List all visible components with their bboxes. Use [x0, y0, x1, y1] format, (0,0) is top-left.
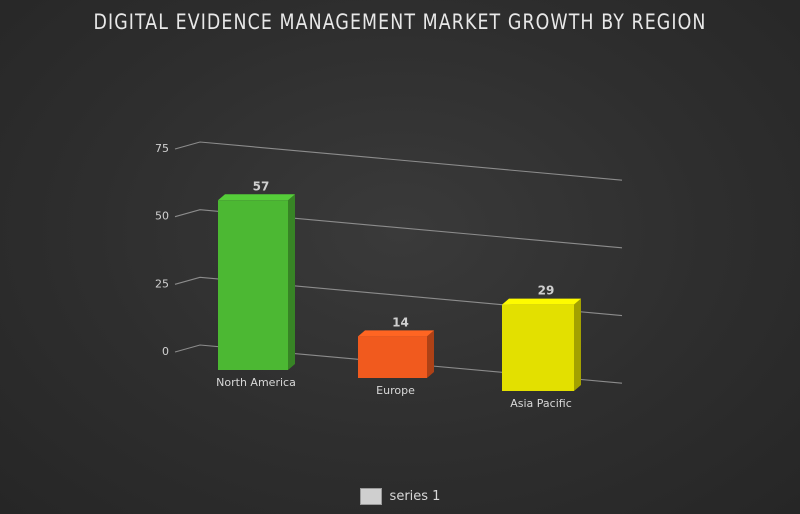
category-label: Europe	[376, 384, 415, 397]
data-label: 57	[253, 179, 270, 193]
chart-title: DIGITAL EVIDENCE MANAGEMENT MARKET GROWT…	[93, 10, 707, 34]
gridline	[174, 209, 623, 249]
bar	[218, 200, 288, 370]
gridline	[174, 344, 623, 384]
category-label: Asia Pacific	[510, 397, 572, 410]
bar	[502, 304, 574, 391]
bar-top	[218, 194, 295, 201]
bar-side	[574, 298, 581, 391]
chart-plot: 75 50 25 0 57 North America 14 Europe 29 Asia Pac…	[155, 141, 623, 410]
gridline	[174, 141, 623, 181]
bar	[358, 336, 427, 378]
bar-side	[427, 330, 434, 378]
bar-top	[358, 330, 434, 337]
legend-swatch[interactable]	[359, 488, 382, 505]
y-tick-label: 75	[155, 142, 169, 155]
data-label: 29	[538, 284, 555, 298]
y-tick-label: 0	[162, 345, 169, 358]
data-label: 14	[392, 315, 409, 329]
bar-top	[502, 298, 581, 305]
legend-label: series 1	[389, 489, 441, 504]
gridline	[174, 276, 623, 317]
category-label: North America	[216, 376, 296, 389]
y-tick-label: 25	[155, 277, 169, 290]
bar-side	[288, 194, 295, 370]
legend: series 1	[0, 488, 800, 505]
y-tick-label: 50	[155, 210, 169, 223]
